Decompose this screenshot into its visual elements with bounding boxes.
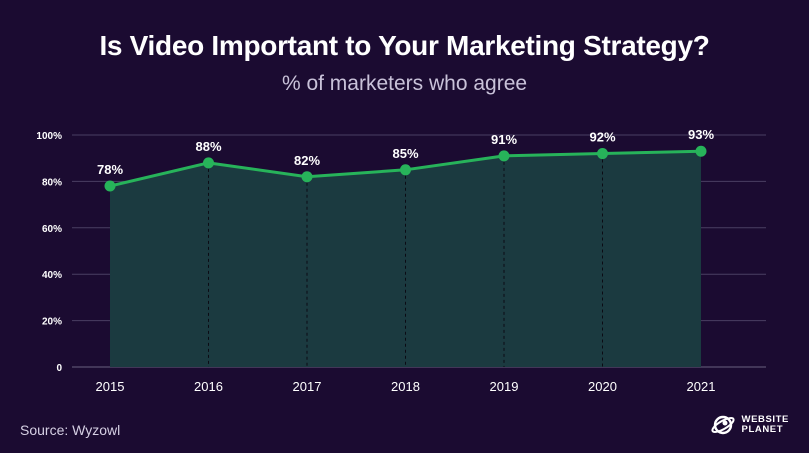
data-point [203,157,214,169]
data-label: 85% [392,146,418,161]
data-label: 82% [294,153,320,168]
data-label: 88% [195,139,221,154]
x-tick-label: 2016 [194,379,223,394]
x-tick-label: 2017 [293,379,322,394]
x-axis-ticks: 2015 2016 2017 2018 2019 2020 2021 [96,379,716,394]
drop-lines [208,153,603,367]
data-point [400,164,411,176]
planet-icon [710,415,735,435]
data-label: 93% [688,127,714,142]
website-planet-logo: WEBSITE PLANET [710,413,789,437]
y-tick-label: 80% [42,177,62,188]
x-tick-label: 2018 [391,379,420,394]
y-tick-label: 60% [42,224,62,235]
chart-title: Is Video Important to Your Marketing Str… [99,30,710,61]
data-point [498,150,510,162]
area-shape [110,151,701,367]
y-tick-label: 40% [42,270,62,281]
brand-name: WEBSITE PLANET [742,415,789,435]
data-point [301,171,313,183]
x-tick-label: 2020 [588,379,617,394]
x-tick-label: 2019 [490,379,519,394]
data-point [104,180,116,192]
y-tick-label: 20% [42,317,62,328]
data-label: 91% [491,132,517,147]
y-tick-label: 0 [56,363,62,374]
data-point [597,148,608,160]
data-point [695,145,707,157]
data-labels: 78% 88% 82% 85% 91% 92% 93% [97,127,714,177]
data-points [104,145,707,192]
x-tick-label: 2015 [96,379,125,394]
data-label: 78% [97,162,123,177]
brand-line-1: WEBSITE [741,414,789,425]
area-fill [110,151,701,367]
source-note: Source: Wyzowl [20,422,121,438]
y-axis-ticks: 0 20% 40% 60% 80% 100% [36,131,62,374]
chart-subtitle: % of marketers who agree [281,72,528,95]
data-label: 92% [589,130,615,145]
x-tick-label: 2021 [687,379,716,394]
y-tick-label: 100% [36,131,62,142]
brand-line-2: PLANET [741,424,784,435]
